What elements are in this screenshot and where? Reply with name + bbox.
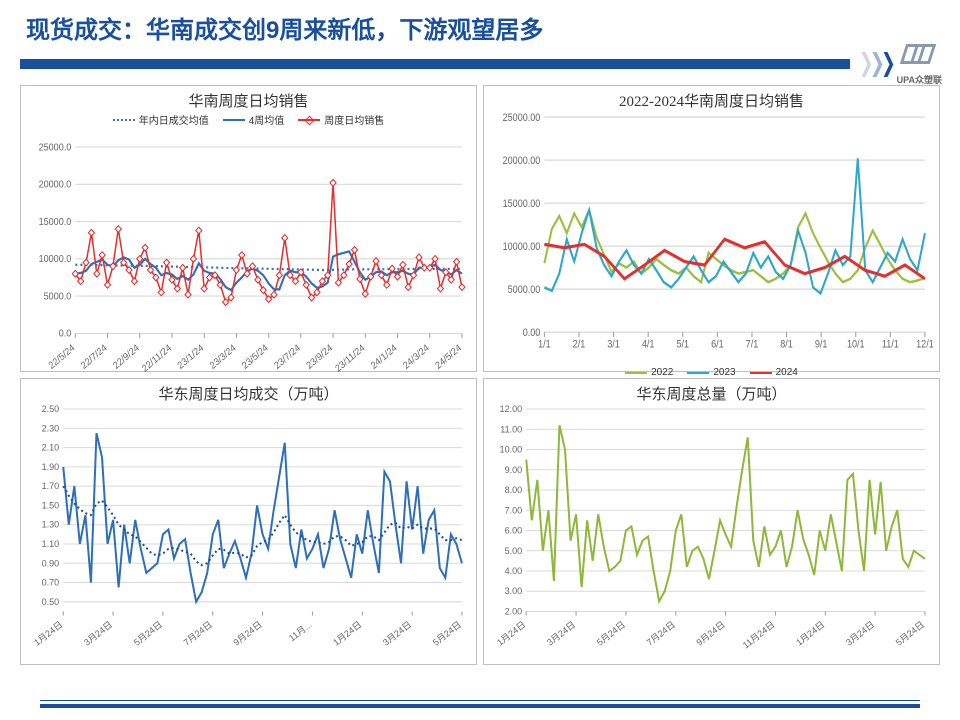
svg-text:23/1/24: 23/1/24 — [176, 342, 207, 372]
svg-text:23/9/24: 23/9/24 — [305, 342, 336, 372]
svg-text:11/1: 11/1 — [882, 338, 899, 350]
svg-text:1月24日: 1月24日 — [794, 619, 826, 647]
svg-text:24/3/24: 24/3/24 — [401, 342, 432, 372]
svg-text:2.00: 2.00 — [505, 606, 523, 616]
svg-text:5月24日: 5月24日 — [595, 619, 627, 647]
chart2-legend: 202220232024 — [490, 367, 933, 378]
svg-text:9月24日: 9月24日 — [694, 619, 726, 647]
svg-text:2.50: 2.50 — [42, 405, 60, 414]
chart3-svg: 0.50 0.70 0.90 1.10 1.30 1.50 1.70 1.90 2.10 2.30… — [27, 405, 470, 658]
svg-text:7月24日: 7月24日 — [645, 619, 677, 647]
svg-text:3月24日: 3月24日 — [844, 619, 876, 647]
svg-text:3月24日: 3月24日 — [381, 619, 413, 647]
svg-text:3.00: 3.00 — [505, 586, 523, 596]
svg-text:6.00: 6.00 — [505, 526, 523, 536]
svg-text:5.00: 5.00 — [505, 546, 523, 556]
footer-bar — [40, 704, 920, 708]
svg-text:4.00: 4.00 — [505, 566, 523, 576]
chart4-svg: 2.00 3.00 4.00 5.00 6.00 7.00 8.00 9.00 10.00 11.… — [490, 405, 933, 658]
chart4-title: 华东周度总量（万吨） — [484, 383, 939, 404]
chart2-svg: 0.00 5000.00 10000.00 15000.00 20000.00 25000… — [490, 112, 933, 365]
svg-text:11月24日: 11月24日 — [741, 619, 777, 650]
chart1-title: 华南周度日均销售 — [21, 90, 476, 111]
title-divider: ❯❯❯ — [20, 53, 940, 77]
svg-text:15000.0: 15000.0 — [39, 216, 72, 228]
svg-text:12.00: 12.00 — [500, 405, 523, 414]
svg-text:10000.00: 10000.00 — [503, 241, 541, 253]
chart-grid: 华南周度日均销售 年内日成交均值4周均值周度日均销售 0.0 5000.0 1000… — [20, 85, 940, 665]
svg-text:23/5/24: 23/5/24 — [240, 342, 271, 372]
svg-text:3月24日: 3月24日 — [82, 619, 114, 647]
svg-text:22/11/24: 22/11/24 — [140, 342, 174, 375]
svg-text:7.00: 7.00 — [505, 505, 523, 515]
svg-text:8/1: 8/1 — [780, 338, 793, 350]
svg-text:1.50: 1.50 — [42, 500, 60, 510]
svg-text:1.30: 1.30 — [42, 520, 60, 530]
svg-text:24/1/24: 24/1/24 — [369, 342, 400, 372]
svg-text:4/1: 4/1 — [642, 338, 655, 350]
svg-text:25000.0: 25000.0 — [39, 142, 72, 154]
svg-text:2.10: 2.10 — [42, 443, 60, 453]
svg-text:10000.0: 10000.0 — [39, 254, 72, 266]
svg-text:1.10: 1.10 — [42, 539, 60, 549]
svg-text:1月24日: 1月24日 — [495, 619, 527, 647]
svg-text:22/7/24: 22/7/24 — [79, 342, 110, 372]
svg-text:1月24日: 1月24日 — [32, 619, 64, 647]
svg-text:0.50: 0.50 — [42, 597, 60, 607]
svg-text:5月24日: 5月24日 — [431, 619, 463, 647]
svg-text:0.00: 0.00 — [523, 327, 541, 339]
svg-text:23/11/24: 23/11/24 — [333, 342, 367, 375]
svg-text:5000.0: 5000.0 — [44, 291, 72, 303]
svg-text:8.00: 8.00 — [505, 485, 523, 495]
chart3-panel: 华东周度日均成交（万吨） 0.50 0.70 0.90 1.10 1.30 1.50 1.7… — [20, 378, 477, 665]
svg-text:3月24日: 3月24日 — [545, 619, 577, 647]
svg-text:11月...: 11月... — [287, 619, 314, 643]
svg-text:0.0: 0.0 — [59, 328, 72, 340]
svg-text:11.00: 11.00 — [500, 424, 522, 434]
page-title: 现货成交：华南成交创9周来新低，下游观望居多 — [20, 10, 940, 45]
svg-text:0.70: 0.70 — [42, 578, 60, 588]
svg-text:25000.00: 25000.00 — [503, 112, 541, 124]
svg-text:9/1: 9/1 — [815, 338, 828, 350]
svg-text:1月24日: 1月24日 — [331, 619, 363, 647]
svg-text:9.00: 9.00 — [505, 465, 523, 475]
svg-text:20000.00: 20000.00 — [503, 155, 541, 167]
svg-text:5月24日: 5月24日 — [894, 619, 926, 647]
chart2-title: 2022-2024华南周度日均销售 — [484, 90, 939, 111]
svg-text:5月24日: 5月24日 — [132, 619, 164, 647]
svg-text:22/9/24: 22/9/24 — [111, 342, 142, 372]
svg-text:5/1: 5/1 — [676, 338, 689, 350]
svg-text:10.00: 10.00 — [500, 445, 523, 455]
chart1-panel: 华南周度日均销售 年内日成交均值4周均值周度日均销售 0.0 5000.0 1000… — [20, 85, 477, 372]
svg-text:1.70: 1.70 — [42, 481, 60, 491]
svg-text:7月24日: 7月24日 — [182, 619, 214, 647]
svg-text:7/1: 7/1 — [746, 338, 759, 350]
svg-text:0.90: 0.90 — [42, 558, 60, 568]
svg-text:20000.0: 20000.0 — [39, 179, 72, 191]
svg-text:23/3/24: 23/3/24 — [208, 342, 239, 372]
svg-text:9月24日: 9月24日 — [231, 619, 263, 647]
svg-text:1/1: 1/1 — [538, 338, 551, 350]
svg-text:12/1: 12/1 — [916, 338, 933, 350]
svg-text:1.90: 1.90 — [42, 462, 60, 472]
svg-text:10/1: 10/1 — [847, 338, 865, 350]
svg-text:23/7/24: 23/7/24 — [272, 342, 303, 372]
chart4-panel: 华东周度总量（万吨） 2.00 3.00 4.00 5.00 6.00 7.00 8.00 9… — [483, 378, 940, 665]
svg-text:22/5/24: 22/5/24 — [47, 342, 78, 372]
svg-text:2.30: 2.30 — [42, 423, 60, 433]
svg-text:2/1: 2/1 — [573, 338, 586, 350]
chart1-svg: 0.0 5000.0 10000.0 15000.0 20000.0 25000.0 22/… — [27, 127, 470, 380]
svg-text:5000.00: 5000.00 — [508, 284, 541, 296]
chart3-title: 华东周度日均成交（万吨） — [21, 383, 476, 404]
chart2-panel: 2022-2024华南周度日均销售 0.00 5000.00 10000.00 150… — [483, 85, 940, 372]
svg-text:24/5/24: 24/5/24 — [433, 342, 464, 372]
svg-text:15000.00: 15000.00 — [503, 198, 541, 210]
logo: UPA众塑联 — [897, 44, 942, 86]
chart1-legend: 年内日成交均值4周均值周度日均销售 — [27, 112, 470, 127]
svg-text:6/1: 6/1 — [711, 338, 724, 350]
svg-text:3/1: 3/1 — [607, 338, 620, 350]
